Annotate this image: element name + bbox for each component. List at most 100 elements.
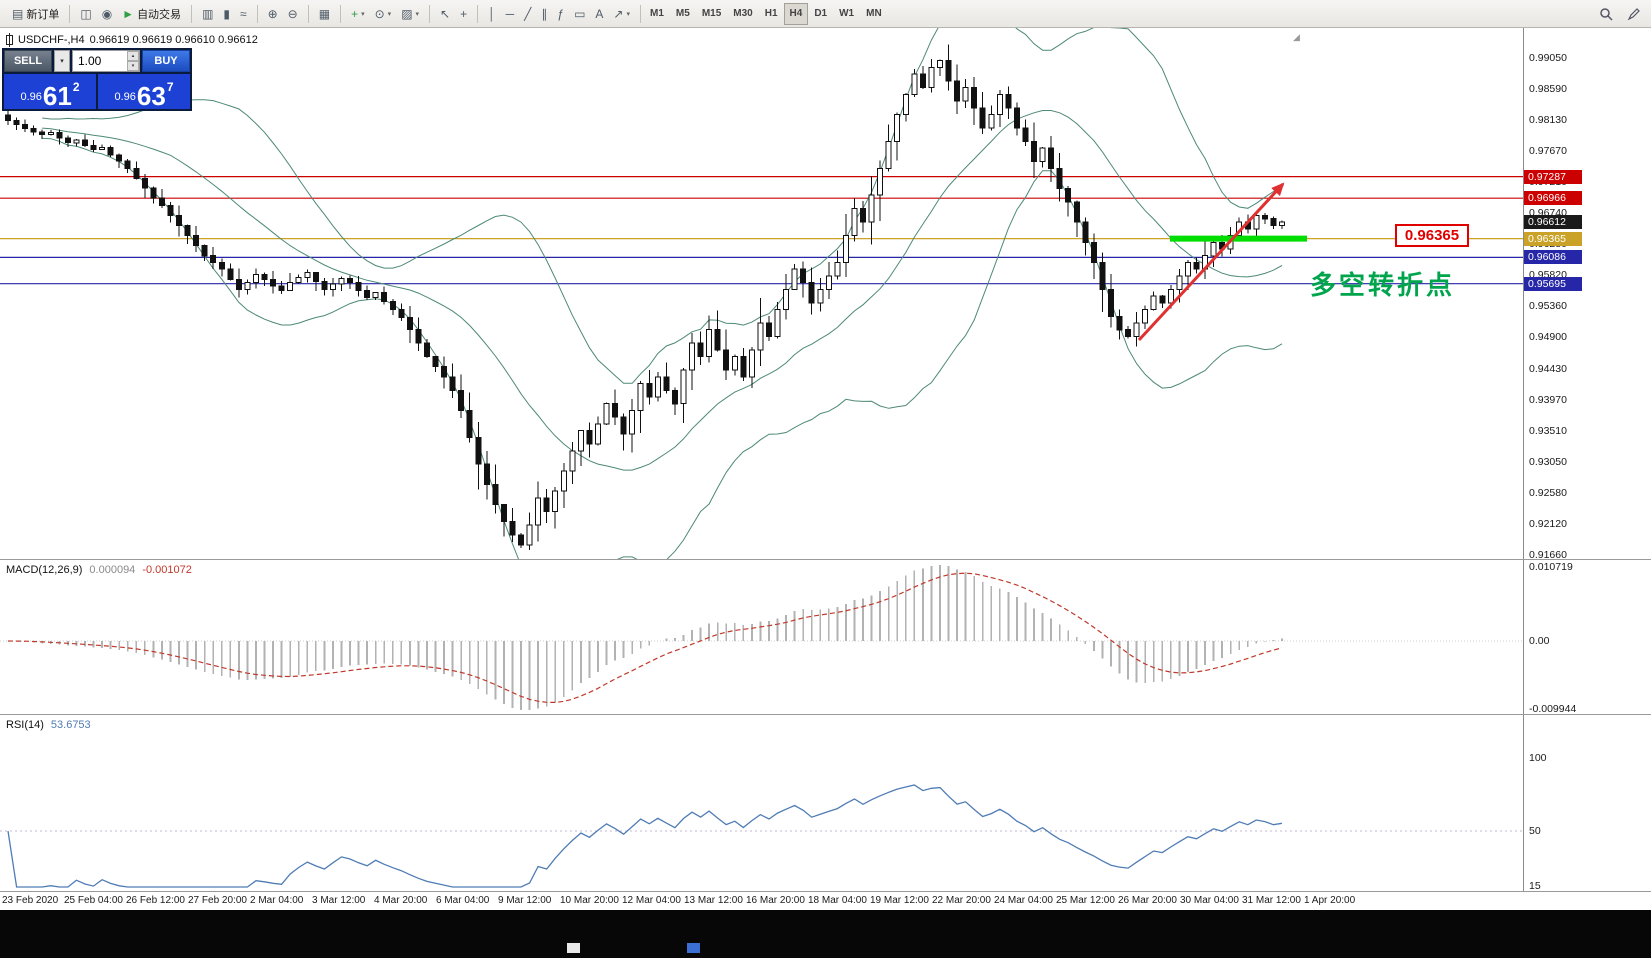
candlesticks	[5, 44, 1285, 551]
sell-price[interactable]: 0.96 61 2	[4, 74, 96, 109]
main-chart-panel[interactable]: 0.990500.985900.981300.976700.972100.967…	[0, 28, 1651, 561]
toolbar-separator	[340, 4, 342, 23]
price-tag-0.95695: 0.95695	[1524, 276, 1582, 291]
cursor-button[interactable]: ↖	[435, 3, 455, 25]
community-button[interactable]: ◉	[97, 3, 117, 25]
periods-button[interactable]: ⊙ ▾	[370, 3, 397, 25]
chevron-down-icon: ▾	[361, 10, 365, 18]
price-tag-0.96612: 0.96612	[1524, 214, 1582, 229]
taskbar-item[interactable]	[687, 943, 700, 953]
bollinger-middle-band	[42, 110, 1283, 471]
horizontal-line-button[interactable]: ─	[501, 3, 520, 25]
time-label: 25 Feb 04:00	[64, 895, 123, 906]
crosshair-button[interactable]: +	[455, 3, 472, 25]
time-axis[interactable]: 23 Feb 2020 25 Feb 04:00 26 Feb 12:00 27 Fe…	[0, 891, 1651, 910]
toolbar-group: ⊕ ⊖	[261, 3, 305, 25]
trend-arrow[interactable]	[1137, 182, 1285, 342]
macd-panel[interactable]: 0.010719 0.00 -0.009944 MACD(12,26,9) 0.00…	[0, 559, 1651, 715]
volume-input[interactable]	[73, 51, 139, 71]
sell-price-prefix: 0.96	[20, 91, 42, 103]
line-chart-type-button[interactable]: ≈	[235, 3, 252, 25]
templates-button[interactable]: ▨ ▾	[396, 3, 424, 25]
price-tick: 0.93510	[1529, 424, 1567, 437]
compose-button[interactable]	[1622, 3, 1646, 25]
pencil-icon	[1627, 7, 1640, 20]
vertical-line-button[interactable]: │	[483, 3, 501, 25]
time-label: 13 Mar 12:00	[684, 895, 743, 906]
zoom-in-button[interactable]: ⊕	[263, 3, 283, 25]
shapes-button[interactable]: ▭	[569, 3, 590, 25]
time-label: 26 Mar 20:00	[1118, 895, 1177, 906]
macd-axis[interactable]: 0.010719 0.00 -0.009944	[1523, 560, 1651, 715]
time-label: 30 Mar 04:00	[1180, 895, 1239, 906]
timeframe-d1-button[interactable]: D1	[808, 3, 833, 25]
time-label: 4 Mar 20:00	[374, 895, 428, 906]
chart-windows-icon: ◫	[80, 6, 92, 21]
indicators-icon: +	[351, 6, 359, 21]
macd-chart[interactable]	[0, 560, 1523, 715]
timeframe-m1-button[interactable]: M1	[644, 3, 670, 25]
time-label: 1 Apr 20:00	[1304, 895, 1356, 906]
rsi-line	[7, 784, 1283, 888]
chart-windows-button[interactable]: ◫	[75, 3, 96, 25]
tile-windows-button[interactable]: ▦	[314, 3, 335, 25]
new-order-button[interactable]: ▤ 新订单	[7, 3, 64, 25]
timeframe-w1-button[interactable]: W1	[833, 3, 860, 25]
toolbar-groups: ▤ 新订单 ◫ ◉ ► 自动交易 ▥ ▮ ≈ ⊕ ⊖ ▦ + ▾ ⊙ ▾ ▨ ▾ ↖ + │ ─ ╱ ∥ ƒ ▭ A ↗ ▾	[5, 3, 637, 25]
fibonacci-button[interactable]: ƒ	[552, 3, 569, 25]
buy-price-prefix: 0.96	[114, 91, 136, 103]
volume-increase-button[interactable]: ▴	[127, 51, 139, 61]
arrows-button[interactable]: ↗ ▾	[608, 3, 635, 25]
time-label: 12 Mar 04:00	[622, 895, 681, 906]
crosshair-icon: +	[460, 6, 468, 21]
timeframe-m15-button[interactable]: M15	[696, 3, 727, 25]
price-axis[interactable]: 0.990500.985900.981300.976700.972100.967…	[1523, 28, 1651, 561]
bollinger-upper-band	[42, 28, 1283, 384]
rsi-axis[interactable]: 100 50 15	[1523, 715, 1651, 892]
volume-decrease-button[interactable]: ▾	[127, 61, 139, 71]
macd-name: MACD(12,26,9)	[6, 564, 83, 576]
arrows-icon: ↗	[613, 6, 624, 21]
text-button[interactable]: A	[590, 3, 608, 25]
sell-button[interactable]: SELL	[4, 50, 52, 72]
buy-price[interactable]: 0.96 63 7	[98, 74, 190, 109]
order-type-dropdown[interactable]: ▾	[54, 50, 70, 72]
timeframe-m5-button[interactable]: M5	[670, 3, 696, 25]
bar-chart-type-button[interactable]: ▥	[197, 3, 218, 25]
toolbar-group: │ ─ ╱ ∥ ƒ ▭ A ↗ ▾	[481, 3, 637, 25]
bar-chart-type-icon: ▥	[202, 6, 214, 21]
zoom-out-button[interactable]: ⊖	[283, 3, 303, 25]
time-label: 31 Mar 12:00	[1242, 895, 1301, 906]
taskbar-item[interactable]	[567, 943, 580, 953]
buy-price-big: 63	[136, 80, 166, 111]
autotrading-button[interactable]: ► 自动交易	[117, 3, 186, 25]
macd-label: MACD(12,26,9) 0.000094 -0.001072	[6, 564, 192, 576]
timeframe-mn-button[interactable]: MN	[860, 3, 888, 25]
indicators-button[interactable]: + ▾	[346, 3, 370, 25]
price-annotation-box: 0.96365	[1395, 224, 1469, 247]
rsi-panel[interactable]: 100 50 15 RSI(14) 53.6753	[0, 714, 1651, 892]
rsi-label: RSI(14) 53.6753	[6, 719, 91, 731]
buy-button[interactable]: BUY	[142, 50, 190, 72]
trendline-button[interactable]: ╱	[519, 3, 536, 25]
timeframe-m30-button[interactable]: M30	[727, 3, 758, 25]
timeframe-h1-button[interactable]: H1	[759, 3, 784, 25]
macd-signal-line	[7, 572, 1283, 704]
trade-prices-row: 0.96 61 2 0.96 63 7	[4, 74, 190, 109]
price-chart[interactable]	[0, 28, 1523, 559]
search-icon	[1600, 7, 1613, 21]
time-label: 2 Mar 04:00	[250, 895, 304, 906]
rsi-chart[interactable]	[0, 715, 1523, 892]
one-click-trading-panel: SELL ▾ ▴ ▾ BUY 0.96 61 2 0.9	[2, 48, 192, 111]
buy-price-pip: 7	[166, 80, 174, 94]
toolbar-right	[1594, 3, 1646, 25]
candlestick-chart-type-button[interactable]: ▮	[218, 3, 235, 25]
toolbar-separator	[429, 4, 431, 23]
search-button[interactable]	[1594, 3, 1618, 25]
toolbar-group: ▤ 新订单	[5, 3, 66, 25]
price-tick: 0.92120	[1529, 518, 1567, 531]
scroll-end-marker[interactable]: ◢	[1293, 32, 1300, 42]
timeframe-h4-button[interactable]: H4	[783, 2, 809, 25]
channel-button[interactable]: ∥	[536, 3, 552, 25]
